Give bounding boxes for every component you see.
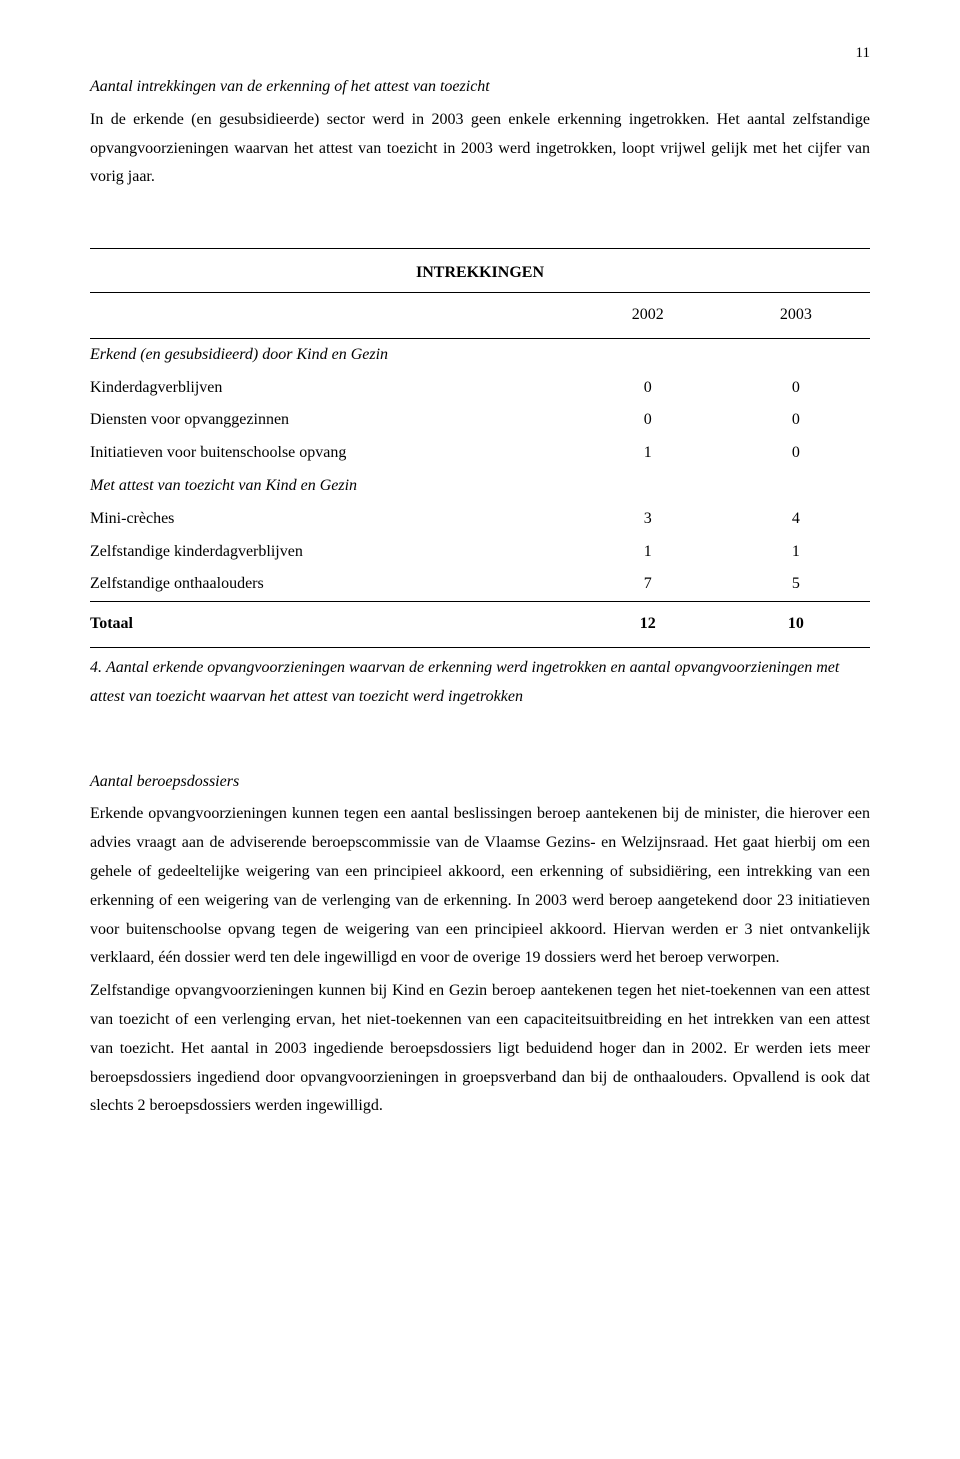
intro-paragraph: In de erkende (en gesubsidieerde) sector… xyxy=(90,106,870,192)
table-row: Zelfstandige kinderdagverblijven 1 1 xyxy=(90,536,870,569)
row-label: Diensten voor opvanggezinnen xyxy=(90,404,574,437)
page-number: 11 xyxy=(90,40,870,67)
group2-label: Met attest van toezicht van Kind en Gezi… xyxy=(90,470,870,503)
row-label: Zelfstandige kinderdagverblijven xyxy=(90,536,574,569)
table-group-2-label-row: Met attest van toezicht van Kind en Gezi… xyxy=(90,470,870,503)
table-group-1-label-row: Erkend (en gesubsidieerd) door Kind en G… xyxy=(90,339,870,372)
body-paragraph-1: Erkende opvangvoorzieningen kunnen tegen… xyxy=(90,800,870,973)
total-value-b: 10 xyxy=(722,602,870,647)
row-value-a: 1 xyxy=(574,536,722,569)
intrekkingen-table: 2002 2003 xyxy=(90,293,870,338)
row-label: Zelfstandige onthaalouders xyxy=(90,568,574,601)
body-paragraph-2: Zelfstandige opvangvoorzieningen kunnen … xyxy=(90,977,870,1121)
row-value-a: 0 xyxy=(574,372,722,405)
caption-number: 4. xyxy=(90,659,106,676)
total-label: Totaal xyxy=(90,602,574,647)
table-row: Zelfstandige onthaalouders 7 5 xyxy=(90,568,870,601)
row-label: Mini-crèches xyxy=(90,503,574,536)
table-total-bottom-rule xyxy=(90,647,870,648)
document-page: 11 Aantal intrekkingen van de erkenning … xyxy=(0,0,960,1459)
table-row: Mini-crèches 3 4 xyxy=(90,503,870,536)
table-caption: 4.Aantal erkende opvangvoorzieningen waa… xyxy=(90,654,870,712)
row-label: Kinderdagverblijven xyxy=(90,372,574,405)
caption-text: Aantal erkende opvangvoorzieningen waarv… xyxy=(90,659,839,705)
year-col-2: 2003 xyxy=(722,293,870,338)
section-heading-intrekkingen: Aantal intrekkingen van de erkenning of … xyxy=(90,73,870,102)
total-row: Totaal 12 10 xyxy=(90,602,870,647)
table-row: Initiatieven voor buitenschoolse opvang … xyxy=(90,437,870,470)
table-title: INTREKKINGEN xyxy=(90,249,870,292)
row-value-b: 0 xyxy=(722,372,870,405)
row-value-b: 0 xyxy=(722,437,870,470)
intrekkingen-table-body: Erkend (en gesubsidieerd) door Kind en G… xyxy=(90,339,870,601)
table-row: Diensten voor opvanggezinnen 0 0 xyxy=(90,404,870,437)
section-heading-beroepsdossiers: Aantal beroepsdossiers xyxy=(90,768,870,797)
row-value-b: 4 xyxy=(722,503,870,536)
total-row-table: Totaal 12 10 xyxy=(90,602,870,647)
row-value-b: 5 xyxy=(722,568,870,601)
row-value-a: 1 xyxy=(574,437,722,470)
row-value-a: 0 xyxy=(574,404,722,437)
table-header-row: 2002 2003 xyxy=(90,293,870,338)
table-row: Kinderdagverblijven 0 0 xyxy=(90,372,870,405)
group1-label: Erkend (en gesubsidieerd) door Kind en G… xyxy=(90,339,870,372)
year-col-1: 2002 xyxy=(574,293,722,338)
row-value-a: 3 xyxy=(574,503,722,536)
row-value-b: 0 xyxy=(722,404,870,437)
row-value-a: 7 xyxy=(574,568,722,601)
row-label: Initiatieven voor buitenschoolse opvang xyxy=(90,437,574,470)
total-value-a: 12 xyxy=(574,602,722,647)
row-value-b: 1 xyxy=(722,536,870,569)
